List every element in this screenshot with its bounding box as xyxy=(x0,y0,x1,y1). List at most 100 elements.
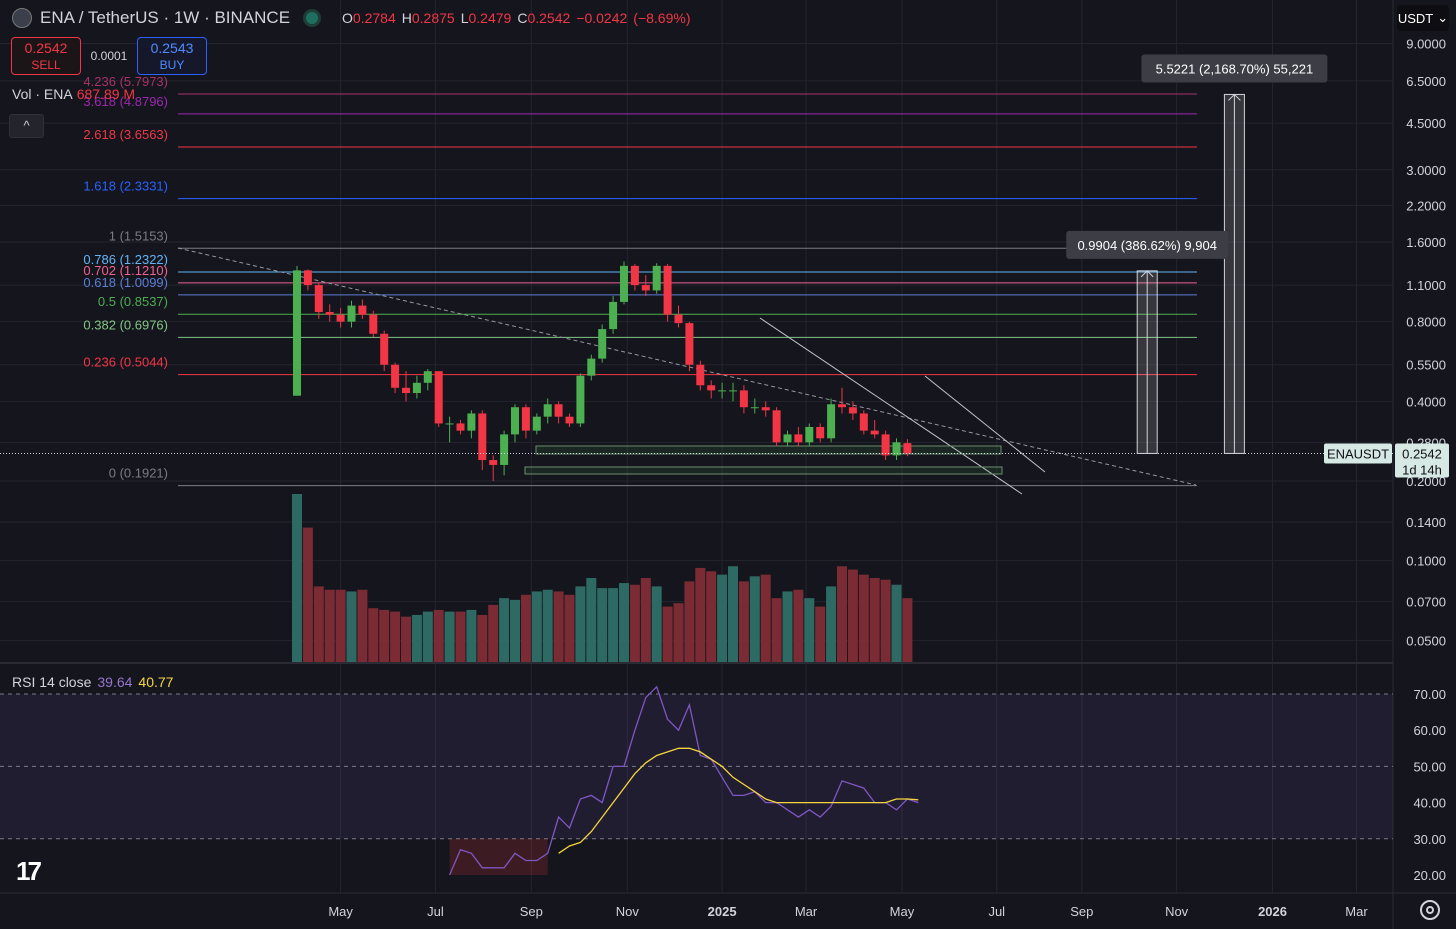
volume-bar xyxy=(684,581,695,662)
candle-body xyxy=(652,265,661,291)
rsi-tick-label: 50.00 xyxy=(1413,759,1446,774)
currency-selector[interactable]: USDT ⌄ xyxy=(1397,5,1449,31)
projection-label-box xyxy=(1066,230,1229,259)
volume-bar xyxy=(804,598,815,662)
rsi-tick-label: 40.00 xyxy=(1413,796,1446,811)
candle-body xyxy=(380,333,389,365)
candle-body xyxy=(718,390,727,392)
time-tick-label: May xyxy=(890,904,915,919)
candle-body xyxy=(620,265,628,302)
fib-level-label: 1.618 (2.3331) xyxy=(83,179,168,194)
time-tick-label: Nov xyxy=(616,904,640,919)
projection-arrowhead xyxy=(1228,93,1241,101)
candle-body xyxy=(478,413,487,461)
chevron-down-icon: ⌄ xyxy=(1437,10,1449,25)
price-tick-label: 0.1400 xyxy=(1406,515,1446,530)
volume-bar xyxy=(880,579,891,662)
candle-body xyxy=(314,285,323,313)
collapse-legend-button[interactable]: ^ xyxy=(9,114,44,138)
sell-button[interactable]: 0.2542 SELL xyxy=(11,37,81,75)
candle-body xyxy=(565,416,574,424)
volume-bar xyxy=(488,604,499,662)
candle-body xyxy=(358,305,367,315)
buy-button[interactable]: 0.2543 BUY xyxy=(137,37,207,75)
fib-level-label: 0.618 (1.0099) xyxy=(83,275,168,290)
volume-bar xyxy=(455,611,466,662)
volume-bar xyxy=(837,566,847,662)
volume-bar xyxy=(858,574,869,662)
price-tick-label: 0.4000 xyxy=(1406,394,1446,409)
candle-body xyxy=(336,314,345,322)
candle-body xyxy=(391,364,400,388)
price-tick-label: 0.5500 xyxy=(1406,358,1446,373)
candle-body xyxy=(827,404,836,439)
ohlc-values: O0.2784 H0.2875 L0.2479 C0.2542 −0.0242 … xyxy=(342,10,691,26)
volume-bar xyxy=(379,609,390,662)
price-tick-label: 3.0000 xyxy=(1406,163,1446,178)
channel-line-lower xyxy=(924,375,1046,473)
channel-line-upper xyxy=(759,317,1023,495)
price-tag: 0.2542 xyxy=(1402,446,1442,461)
volume-bar xyxy=(444,611,455,662)
volume-bar xyxy=(651,586,662,662)
candle-body xyxy=(630,265,639,286)
fib-level-label: 0.5 (0.8537) xyxy=(98,294,168,309)
volume-bar xyxy=(793,589,804,662)
volume-bar xyxy=(815,606,826,662)
volume-bar xyxy=(346,591,357,662)
projection-label: 5.5221 (2,168.70%) 55,221 xyxy=(1156,61,1314,76)
time-tick-label: Mar xyxy=(1345,904,1368,919)
volume-bar xyxy=(717,574,728,662)
tradingview-logo[interactable]: 17 xyxy=(16,856,42,886)
candle-body xyxy=(838,404,846,408)
volume-bar xyxy=(433,609,444,662)
countdown-tag: 1d 14h xyxy=(1402,462,1442,477)
candle-body xyxy=(511,407,519,435)
volume-bar xyxy=(302,527,313,662)
symbol-title[interactable]: ENA / TetherUS · 1W · BINANCE xyxy=(40,8,291,27)
rsi-tick-label: 20.00 xyxy=(1413,868,1446,883)
projection-arrowhead xyxy=(1140,270,1154,278)
rsi-tick-label: 60.00 xyxy=(1413,723,1446,738)
rsi-line xyxy=(449,685,919,876)
volume-bar xyxy=(520,594,531,662)
volume-bar xyxy=(292,494,302,662)
support-zone xyxy=(524,466,1003,475)
candle-body xyxy=(532,416,541,431)
candle-body xyxy=(783,434,792,443)
volume-bar xyxy=(499,598,510,662)
rsi-legend: RSI 14 close 39.64 40.77 xyxy=(12,674,174,690)
volume-bar xyxy=(738,581,749,662)
candle-body xyxy=(434,371,443,424)
price-tick-label: 6.5000 xyxy=(1406,74,1446,89)
candle-body xyxy=(641,285,650,291)
price-tick-label: 0.8000 xyxy=(1406,315,1446,330)
candle-body xyxy=(489,460,498,465)
candle-body xyxy=(696,364,705,386)
candle-body xyxy=(761,407,770,411)
volume-bar xyxy=(313,586,324,662)
time-tick-label: 2026 xyxy=(1258,904,1287,919)
rsi-ma-line xyxy=(558,747,919,854)
volume-bar xyxy=(695,567,706,662)
candle-body xyxy=(303,270,312,286)
market-status-icon xyxy=(306,12,319,24)
candle-body xyxy=(674,314,683,324)
candle-body xyxy=(772,410,781,443)
support-zone xyxy=(535,445,1002,455)
volume-bar xyxy=(869,578,880,662)
candle-body xyxy=(467,413,476,431)
candle-body xyxy=(729,390,737,392)
projection-label: 0.9904 (386.62%) 9,904 xyxy=(1077,238,1217,253)
spread-value: 0.0001 xyxy=(90,49,128,63)
fib-level-label: 0.786 (1.2322) xyxy=(83,252,168,267)
volume-bar xyxy=(357,589,368,662)
candle-body xyxy=(903,443,912,454)
volume-bar xyxy=(531,591,542,662)
price-tick-label: 1.1000 xyxy=(1406,278,1446,293)
price-tick-label: 1.6000 xyxy=(1406,235,1446,250)
price-tick-label: 0.0500 xyxy=(1406,633,1446,648)
volume-bar xyxy=(368,608,379,662)
gear-icon[interactable] xyxy=(1420,900,1440,920)
